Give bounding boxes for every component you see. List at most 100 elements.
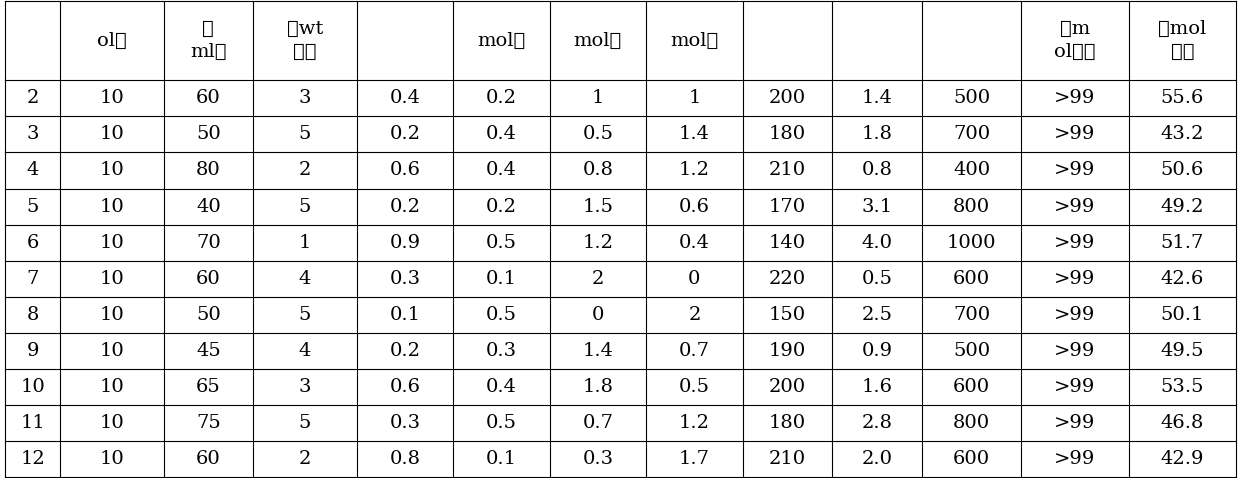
Text: 10: 10 — [99, 270, 124, 288]
Text: 0.5: 0.5 — [486, 234, 517, 251]
Text: 42.6: 42.6 — [1161, 270, 1204, 288]
Text: 2.5: 2.5 — [862, 306, 893, 324]
Text: 180: 180 — [769, 125, 806, 143]
Text: mol）: mol） — [671, 32, 718, 50]
Text: 49.2: 49.2 — [1161, 197, 1204, 216]
Text: 70: 70 — [196, 234, 221, 251]
Text: 0.7: 0.7 — [583, 414, 614, 432]
Text: 220: 220 — [769, 270, 806, 288]
Text: 0.2: 0.2 — [389, 342, 420, 360]
Text: 5: 5 — [26, 197, 38, 216]
Text: 2: 2 — [688, 306, 701, 324]
Text: 4.0: 4.0 — [862, 234, 893, 251]
Text: 3.1: 3.1 — [862, 197, 893, 216]
Text: 75: 75 — [196, 414, 221, 432]
Text: 0.4: 0.4 — [486, 378, 517, 396]
Text: 10: 10 — [20, 378, 45, 396]
Text: 0.5: 0.5 — [678, 378, 709, 396]
Text: 0.5: 0.5 — [486, 414, 517, 432]
Text: 1.5: 1.5 — [583, 197, 614, 216]
Text: 5: 5 — [299, 306, 311, 324]
Text: 1.4: 1.4 — [678, 125, 709, 143]
Text: 2.8: 2.8 — [862, 414, 893, 432]
Text: >99: >99 — [1054, 306, 1096, 324]
Text: 2: 2 — [591, 270, 604, 288]
Text: 1.2: 1.2 — [583, 234, 614, 251]
Text: 400: 400 — [954, 162, 990, 179]
Text: 200: 200 — [769, 378, 806, 396]
Text: 0.2: 0.2 — [486, 197, 517, 216]
Text: 1: 1 — [688, 89, 701, 108]
Text: 50: 50 — [196, 125, 221, 143]
Text: mol）: mol） — [574, 32, 622, 50]
Text: 2: 2 — [26, 89, 38, 108]
Text: 9: 9 — [26, 342, 38, 360]
Text: 4: 4 — [26, 162, 38, 179]
Text: 0.4: 0.4 — [678, 234, 709, 251]
Text: 10: 10 — [99, 378, 124, 396]
Text: 0.1: 0.1 — [389, 306, 420, 324]
Text: 500: 500 — [954, 89, 990, 108]
Text: >99: >99 — [1054, 162, 1096, 179]
Text: 0.7: 0.7 — [678, 342, 709, 360]
Text: 800: 800 — [954, 197, 990, 216]
Text: 1.4: 1.4 — [862, 89, 893, 108]
Text: 2: 2 — [299, 450, 311, 468]
Text: >99: >99 — [1054, 125, 1096, 143]
Text: 600: 600 — [954, 378, 990, 396]
Text: 60: 60 — [196, 450, 221, 468]
Text: 0.3: 0.3 — [486, 342, 517, 360]
Text: 1.2: 1.2 — [678, 162, 709, 179]
Text: mol）: mol） — [477, 32, 526, 50]
Text: >99: >99 — [1054, 234, 1096, 251]
Text: 10: 10 — [99, 342, 124, 360]
Text: >99: >99 — [1054, 270, 1096, 288]
Text: 1: 1 — [299, 234, 311, 251]
Text: 51.7: 51.7 — [1161, 234, 1204, 251]
Text: 53.5: 53.5 — [1161, 378, 1204, 396]
Text: 3: 3 — [299, 89, 311, 108]
Text: 210: 210 — [769, 162, 806, 179]
Text: 1: 1 — [591, 89, 604, 108]
Text: 600: 600 — [954, 270, 990, 288]
Text: 0.4: 0.4 — [389, 89, 420, 108]
Text: 0.5: 0.5 — [486, 306, 517, 324]
Text: 0.6: 0.6 — [389, 162, 420, 179]
Text: 6: 6 — [26, 234, 38, 251]
Text: 3: 3 — [299, 378, 311, 396]
Text: 1000: 1000 — [947, 234, 996, 251]
Text: 50: 50 — [196, 306, 221, 324]
Text: 800: 800 — [954, 414, 990, 432]
Text: 1.7: 1.7 — [678, 450, 709, 468]
Text: 8: 8 — [26, 306, 38, 324]
Text: 10: 10 — [99, 89, 124, 108]
Text: （m
ol％）: （m ol％） — [1054, 20, 1096, 62]
Text: 10: 10 — [99, 306, 124, 324]
Text: 10: 10 — [99, 234, 124, 251]
Text: 2.0: 2.0 — [862, 450, 893, 468]
Text: 10: 10 — [99, 414, 124, 432]
Text: 42.9: 42.9 — [1161, 450, 1204, 468]
Text: >99: >99 — [1054, 197, 1096, 216]
Text: 60: 60 — [196, 270, 221, 288]
Text: 60: 60 — [196, 89, 221, 108]
Text: >99: >99 — [1054, 450, 1096, 468]
Text: ol）: ol） — [97, 32, 126, 50]
Text: 2: 2 — [299, 162, 311, 179]
Text: 600: 600 — [954, 450, 990, 468]
Text: 4: 4 — [299, 342, 311, 360]
Text: 5: 5 — [299, 414, 311, 432]
Text: 0.4: 0.4 — [486, 162, 517, 179]
Text: 11: 11 — [20, 414, 45, 432]
Text: 43.2: 43.2 — [1161, 125, 1204, 143]
Text: 55.6: 55.6 — [1161, 89, 1204, 108]
Text: >99: >99 — [1054, 378, 1096, 396]
Text: （mol
％）: （mol ％） — [1158, 20, 1207, 62]
Text: 80: 80 — [196, 162, 221, 179]
Text: 0: 0 — [688, 270, 701, 288]
Text: 1.2: 1.2 — [678, 414, 709, 432]
Text: 700: 700 — [954, 125, 990, 143]
Text: 170: 170 — [769, 197, 806, 216]
Text: 0.3: 0.3 — [389, 270, 420, 288]
Text: 10: 10 — [99, 125, 124, 143]
